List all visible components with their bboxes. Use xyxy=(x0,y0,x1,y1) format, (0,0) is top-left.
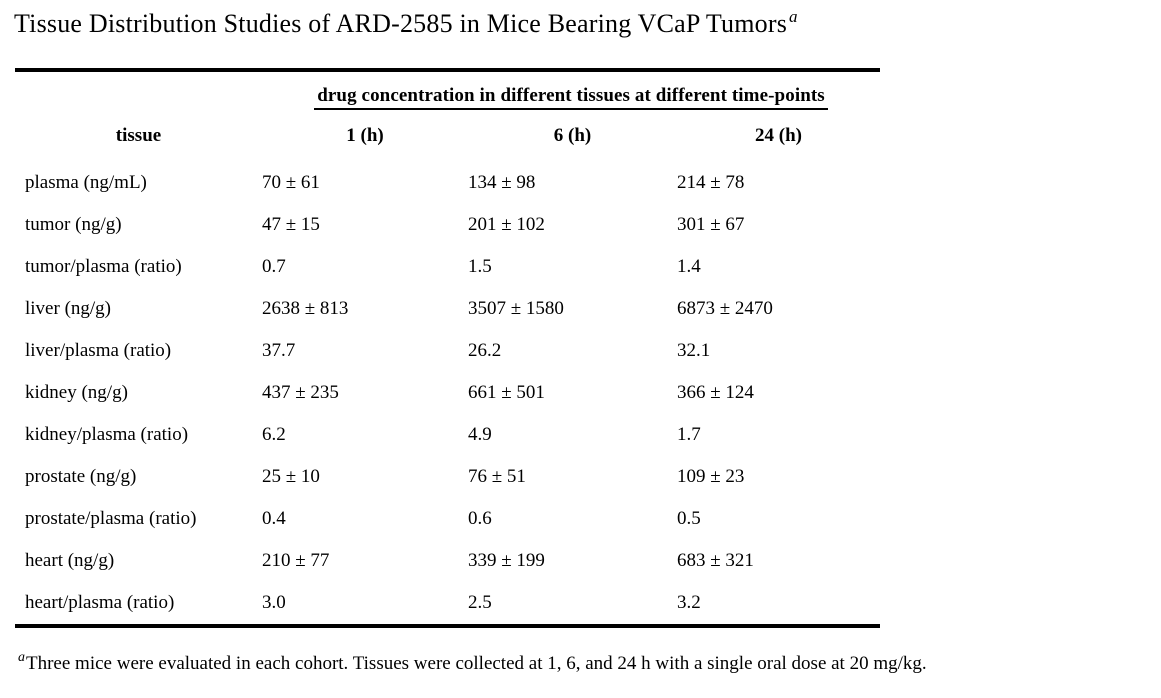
value-cell: 1.7 xyxy=(677,423,701,445)
value-cell: 661 ± 501 xyxy=(468,381,545,403)
span-header-text: drug concentration in different tissues … xyxy=(314,85,828,110)
value-cell: 4.9 xyxy=(468,423,492,445)
value-cell: 37.7 xyxy=(262,339,296,361)
row-label-cell: prostate/plasma (ratio) xyxy=(25,507,197,529)
value-cell: 109 ± 23 xyxy=(677,465,745,487)
value-cell: 0.5 xyxy=(677,507,701,529)
footnote: aThree mice were evaluated in each cohor… xyxy=(18,650,1161,677)
row-label-cell: kidney (ng/g) xyxy=(25,381,128,403)
value-cell: 1.5 xyxy=(468,255,492,277)
table-row: liver (ng/g) 2638 ± 813 3507 ± 1580 6873… xyxy=(15,288,880,330)
value-cell: 0.7 xyxy=(262,255,286,277)
column-header-1h: 1 (h) xyxy=(346,124,384,146)
tissue-distribution-table: drug concentration in different tissues … xyxy=(15,72,880,624)
value-cell: 2638 ± 813 xyxy=(262,297,349,319)
value-cell: 32.1 xyxy=(677,339,711,361)
value-cell: 214 ± 78 xyxy=(677,171,745,193)
value-cell: 3.2 xyxy=(677,591,701,613)
row-label-cell: prostate (ng/g) xyxy=(25,465,137,487)
value-cell: 25 ± 10 xyxy=(262,465,320,487)
column-header-row: tissue 1 (h) 6 (h) 24 (h) xyxy=(15,110,880,162)
table-row: prostate/plasma (ratio) 0.4 0.6 0.5 xyxy=(15,498,880,540)
row-label-cell: tumor (ng/g) xyxy=(25,213,122,235)
table-row: tumor/plasma (ratio) 0.7 1.5 1.4 xyxy=(15,246,880,288)
span-header-cell: drug concentration in different tissues … xyxy=(262,72,880,110)
column-header-24h: 24 (h) xyxy=(755,124,802,146)
row-label-cell: liver/plasma (ratio) xyxy=(25,339,172,361)
value-cell: 301 ± 67 xyxy=(677,213,745,235)
table-row: tumor (ng/g) 47 ± 15 201 ± 102 301 ± 67 xyxy=(15,204,880,246)
value-cell: 3507 ± 1580 xyxy=(468,297,564,319)
value-cell: 210 ± 77 xyxy=(262,549,330,571)
value-cell: 3.0 xyxy=(262,591,286,613)
value-cell: 339 ± 199 xyxy=(468,549,545,571)
value-cell: 26.2 xyxy=(468,339,502,361)
value-cell: 6873 ± 2470 xyxy=(677,297,773,319)
row-label-cell: tumor/plasma (ratio) xyxy=(25,255,182,277)
span-header-spacer xyxy=(15,72,262,110)
value-cell: 134 ± 98 xyxy=(468,171,536,193)
value-cell: 201 ± 102 xyxy=(468,213,545,235)
page: Tissue Distribution Studies of ARD-2585 … xyxy=(0,8,1161,676)
table-row: heart (ng/g) 210 ± 77 339 ± 199 683 ± 32… xyxy=(15,540,880,582)
table-top-rule xyxy=(15,67,880,72)
value-cell: 366 ± 124 xyxy=(677,381,754,403)
footnote-text: Three mice were evaluated in each cohort… xyxy=(26,652,927,674)
table-bottom-rule xyxy=(15,623,880,628)
row-label-cell: heart (ng/g) xyxy=(25,549,115,571)
row-label-cell: plasma (ng/mL) xyxy=(25,171,147,193)
table-title-text: Tissue Distribution Studies of ARD-2585 … xyxy=(14,9,788,38)
value-cell: 1.4 xyxy=(677,255,701,277)
row-label-cell: kidney/plasma (ratio) xyxy=(25,423,189,445)
value-cell: 0.4 xyxy=(262,507,286,529)
value-cell: 437 ± 235 xyxy=(262,381,339,403)
table-title: Tissue Distribution Studies of ARD-2585 … xyxy=(14,8,1161,41)
footnote-marker: a xyxy=(18,650,25,666)
value-cell: 6.2 xyxy=(262,423,286,445)
span-header-row: drug concentration in different tissues … xyxy=(15,72,880,110)
value-cell: 70 ± 61 xyxy=(262,171,320,193)
value-cell: 76 ± 51 xyxy=(468,465,526,487)
table-row: kidney (ng/g) 437 ± 235 661 ± 501 366 ± … xyxy=(15,372,880,414)
column-header-tissue: tissue xyxy=(115,124,162,146)
table-row: kidney/plasma (ratio) 6.2 4.9 1.7 xyxy=(15,414,880,456)
title-footnote-marker: a xyxy=(789,7,798,27)
value-cell: 0.6 xyxy=(468,507,492,529)
column-header-6h: 6 (h) xyxy=(553,124,592,146)
table-row: prostate (ng/g) 25 ± 10 76 ± 51 109 ± 23 xyxy=(15,456,880,498)
table-row: liver/plasma (ratio) 37.7 26.2 32.1 xyxy=(15,330,880,372)
value-cell: 47 ± 15 xyxy=(262,213,320,235)
row-label-cell: heart/plasma (ratio) xyxy=(25,591,175,613)
value-cell: 683 ± 321 xyxy=(677,549,754,571)
row-label-cell: liver (ng/g) xyxy=(25,297,112,319)
table-row: plasma (ng/mL) 70 ± 61 134 ± 98 214 ± 78 xyxy=(15,162,880,204)
value-cell: 2.5 xyxy=(468,591,492,613)
table-row: heart/plasma (ratio) 3.0 2.5 3.2 xyxy=(15,582,880,624)
